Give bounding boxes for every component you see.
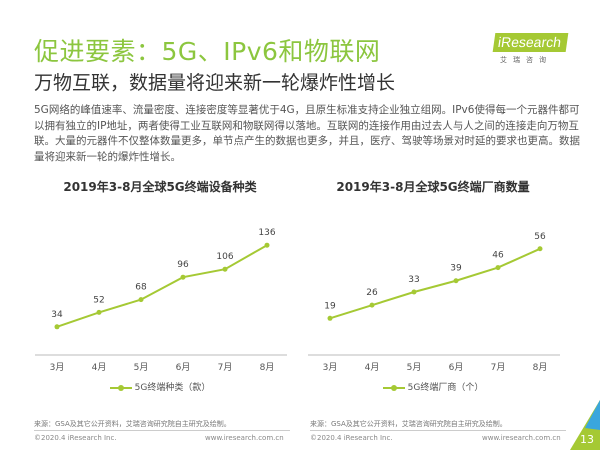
data-point xyxy=(369,302,375,308)
legend-marker xyxy=(382,384,405,391)
x-tick-label: 5月 xyxy=(407,362,422,373)
x-tick-label: 4月 xyxy=(365,362,380,373)
data-point xyxy=(495,265,501,271)
legend-label: 5G终端种类（款） xyxy=(134,383,211,393)
data-label: 46 xyxy=(492,251,504,261)
page-number: 13 xyxy=(580,433,594,446)
url-left: www.iresearch.com.cn xyxy=(205,434,284,442)
data-point xyxy=(138,297,144,303)
data-label: 96 xyxy=(177,260,189,270)
x-tick-label: 7月 xyxy=(218,362,233,373)
data-point xyxy=(453,278,459,284)
corner-decoration xyxy=(570,400,600,450)
data-point xyxy=(96,309,102,315)
logo-text: iResearch xyxy=(492,33,569,52)
page-title: 促进要素：5G、IPv6和物联网 xyxy=(34,37,381,66)
copyright-right: ©2020.4 iResearch Inc. xyxy=(310,434,393,442)
data-point xyxy=(222,266,228,272)
chart-plot: 34 3月 52 4月 68 5月 96 6月 106 7月 136 8月 xyxy=(35,228,287,373)
data-point xyxy=(537,246,543,252)
data-point xyxy=(180,274,186,280)
series-line xyxy=(329,247,541,320)
x-tick-label: 6月 xyxy=(176,362,191,373)
footer-divider xyxy=(34,430,290,431)
series-line xyxy=(56,244,268,328)
source-note-left: 来源：GSA及其它公开资料，艾瑞咨询研究院自主研究及绘制。 xyxy=(34,420,231,428)
data-point xyxy=(411,289,417,295)
data-point xyxy=(327,315,333,321)
x-tick-label: 7月 xyxy=(491,362,506,373)
chart-title: 2019年3-8月全球5G终端厂商数量 xyxy=(336,180,530,194)
data-label: 34 xyxy=(51,310,63,320)
data-label: 52 xyxy=(93,295,104,305)
x-tick-label: 3月 xyxy=(323,362,338,373)
chart-title: 2019年3-8月全球5G终端设备种类 xyxy=(63,180,257,194)
chart-legend: 5G终端种类（款） xyxy=(25,380,295,393)
x-tick-label: 6月 xyxy=(449,362,464,373)
data-label: 106 xyxy=(216,252,233,262)
footer-divider xyxy=(310,430,566,431)
legend-marker xyxy=(109,384,132,391)
data-label: 68 xyxy=(135,283,147,293)
source-note-right: 来源：GSA及其它公开资料，艾瑞咨询研究院自主研究及绘制。 xyxy=(310,420,507,428)
copyright-left: ©2020.4 iResearch Inc. xyxy=(34,434,117,442)
data-label: 136 xyxy=(258,228,275,238)
x-tick-label: 4月 xyxy=(92,362,107,373)
data-label: 19 xyxy=(324,301,336,311)
body-paragraph: 5G网络的峰值速率、流量密度、连接密度等显著优于4G，且原生标准支持企业独立组网… xyxy=(34,104,580,163)
logo-subtext: 艾瑞咨询 xyxy=(500,56,552,64)
iresearch-logo: iResearch 艾瑞咨询 xyxy=(492,32,569,65)
chart-vendor-count: 19 3月 26 4月 33 5月 39 6月 46 7月 56 8月 2019年3-8月全球5G终端… xyxy=(298,170,568,400)
url-right: www.iresearch.com.cn xyxy=(482,434,561,442)
chart-legend: 5G终端厂商（个） xyxy=(298,380,568,393)
page-subtitle: 万物互联，数据量将迎来新一轮爆炸性增长 xyxy=(34,72,396,94)
data-label: 39 xyxy=(450,264,462,274)
data-label: 26 xyxy=(366,288,378,298)
chart-device-types: 34 3月 52 4月 68 5月 96 6月 106 7月 136 8月 2019年3-8月全球5G… xyxy=(25,170,295,400)
x-tick-label: 3月 xyxy=(50,362,65,373)
data-point xyxy=(54,324,60,330)
data-label: 33 xyxy=(408,275,419,285)
data-point xyxy=(264,242,270,248)
legend-label: 5G终端厂商（个） xyxy=(407,383,484,393)
x-tick-label: 5月 xyxy=(134,362,149,373)
data-label: 56 xyxy=(534,232,546,242)
chart-plot: 19 3月 26 4月 33 5月 39 6月 46 7月 56 8月 xyxy=(308,232,560,373)
x-tick-label: 8月 xyxy=(533,362,548,373)
x-tick-label: 8月 xyxy=(260,362,275,373)
